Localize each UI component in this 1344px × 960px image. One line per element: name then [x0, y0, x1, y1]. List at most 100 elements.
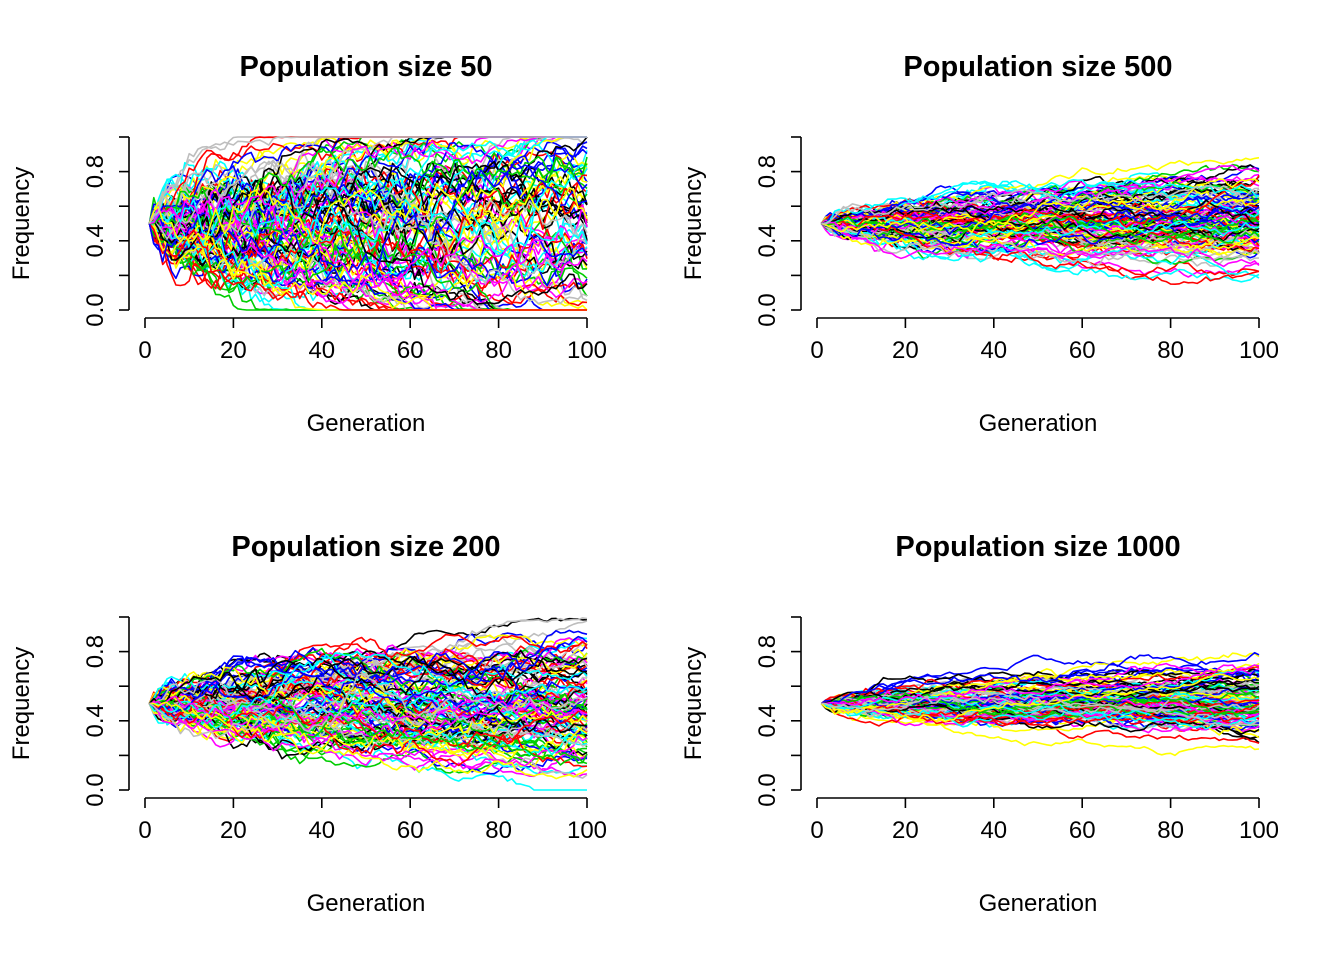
- y-tick-label: 0.8: [754, 635, 781, 668]
- series-line: [148, 136, 587, 239]
- series-line: [821, 185, 1260, 225]
- x-tick-label: 20: [892, 817, 919, 844]
- series-line: [148, 700, 588, 756]
- x-axis: 0 20 40 60 80 100 Generation: [138, 797, 607, 917]
- x-tick-label: 0: [138, 817, 151, 844]
- y-tick-label: 0.0: [82, 293, 109, 326]
- series-line: [149, 159, 588, 305]
- series-line: [149, 695, 588, 771]
- panel-1: Population size 50 0 20 40 60 80 100 Generation…: [8, 51, 607, 437]
- y-axis-label: Frequency: [8, 647, 35, 760]
- series-line: [148, 136, 588, 243]
- y-tick-label: 0.4: [754, 704, 781, 737]
- series-line: [148, 164, 588, 275]
- series-lines: [820, 156, 1260, 285]
- x-tick-label: 40: [308, 337, 335, 364]
- y-tick-label: 0.0: [82, 773, 109, 806]
- x-tick-label: 60: [397, 337, 424, 364]
- series-line: [821, 682, 1260, 705]
- series-line: [821, 178, 1260, 234]
- y-tick-label: 0.4: [82, 704, 109, 737]
- series-line: [821, 669, 1260, 706]
- series-line: [821, 664, 1260, 706]
- x-axis-label: Generation: [979, 410, 1098, 437]
- series-line: [148, 673, 588, 739]
- chart-title: Population size 1000: [895, 531, 1180, 563]
- series-line: [149, 167, 588, 305]
- chart-title: Population size 500: [903, 51, 1172, 83]
- x-tick-label: 100: [567, 817, 607, 844]
- y-tick-label: 0.4: [82, 224, 109, 257]
- series-line: [148, 223, 587, 311]
- series-line: [148, 649, 588, 707]
- series-line: [821, 221, 1260, 259]
- x-axis-label: Generation: [307, 890, 426, 917]
- series-line: [821, 215, 1259, 238]
- x-tick-label: 100: [1239, 817, 1279, 844]
- y-tick-label: 0.0: [754, 773, 781, 806]
- x-axis-label: Generation: [979, 890, 1098, 917]
- series-line: [148, 136, 587, 253]
- series-lines: [820, 651, 1260, 757]
- x-tick-label: 0: [138, 337, 151, 364]
- series-line: [821, 191, 1260, 225]
- series-line: [149, 635, 588, 706]
- series-line: [149, 657, 588, 734]
- series-line: [821, 679, 1260, 705]
- series-line: [148, 136, 587, 224]
- series-line: [821, 174, 1260, 231]
- series-line: [821, 697, 1260, 757]
- y-tick-label: 0.0: [754, 293, 781, 326]
- series-line: [149, 139, 588, 291]
- panel-3: Population size 200 0 20 40 60 80 100 Generatio…: [8, 531, 607, 917]
- series-line: [149, 696, 588, 766]
- series-line: [149, 676, 588, 747]
- x-tick-label: 20: [892, 337, 919, 364]
- x-tick-label: 0: [810, 817, 823, 844]
- x-tick-label: 40: [308, 817, 335, 844]
- series-lines: [148, 617, 588, 791]
- series-line: [148, 666, 588, 760]
- y-axis: 0.0 0.4 0.8 Frequency: [8, 136, 130, 327]
- series-line: [821, 220, 1260, 283]
- y-axis-label: Frequency: [680, 167, 707, 280]
- x-tick-label: 0: [810, 337, 823, 364]
- y-tick-label: 0.4: [754, 224, 781, 257]
- series-lines: [148, 136, 588, 311]
- series-line: [821, 695, 1260, 730]
- series-line: [148, 217, 588, 283]
- y-tick-label: 0.8: [82, 635, 109, 668]
- series-line: [148, 183, 588, 245]
- y-axis: 0.0 0.4 0.8 Frequency: [680, 136, 802, 327]
- x-tick-label: 40: [980, 817, 1007, 844]
- x-tick-label: 60: [1069, 337, 1096, 364]
- series-line: [148, 666, 588, 726]
- x-tick-label: 100: [567, 337, 607, 364]
- series-line: [149, 164, 588, 288]
- y-tick-label: 0.8: [82, 155, 109, 188]
- x-tick-label: 60: [1069, 817, 1096, 844]
- x-tick-label: 20: [220, 337, 247, 364]
- y-axis-label: Frequency: [680, 647, 707, 760]
- x-tick-label: 80: [1157, 337, 1184, 364]
- panel-4: Population size 1000 0 20 40 60 80 100 Generati…: [680, 531, 1279, 917]
- x-tick-label: 80: [485, 337, 512, 364]
- series-line: [149, 136, 587, 237]
- y-axis-label: Frequency: [8, 167, 35, 280]
- series-line: [821, 221, 1260, 268]
- series-line: [149, 695, 588, 733]
- series-line: [821, 651, 1260, 706]
- series-line: [149, 692, 588, 749]
- series-line: [820, 673, 1260, 723]
- series-line: [821, 701, 1260, 720]
- y-axis: 0.0 0.4 0.8 Frequency: [8, 616, 130, 807]
- x-tick-label: 100: [1239, 337, 1279, 364]
- y-tick-label: 0.8: [754, 155, 781, 188]
- series-line: [821, 691, 1260, 727]
- y-axis: 0.0 0.4 0.8 Frequency: [680, 616, 802, 807]
- x-tick-label: 80: [1157, 817, 1184, 844]
- x-axis: 0 20 40 60 80 100 Generation: [810, 797, 1279, 917]
- x-tick-label: 60: [397, 817, 424, 844]
- series-line: [820, 196, 1260, 232]
